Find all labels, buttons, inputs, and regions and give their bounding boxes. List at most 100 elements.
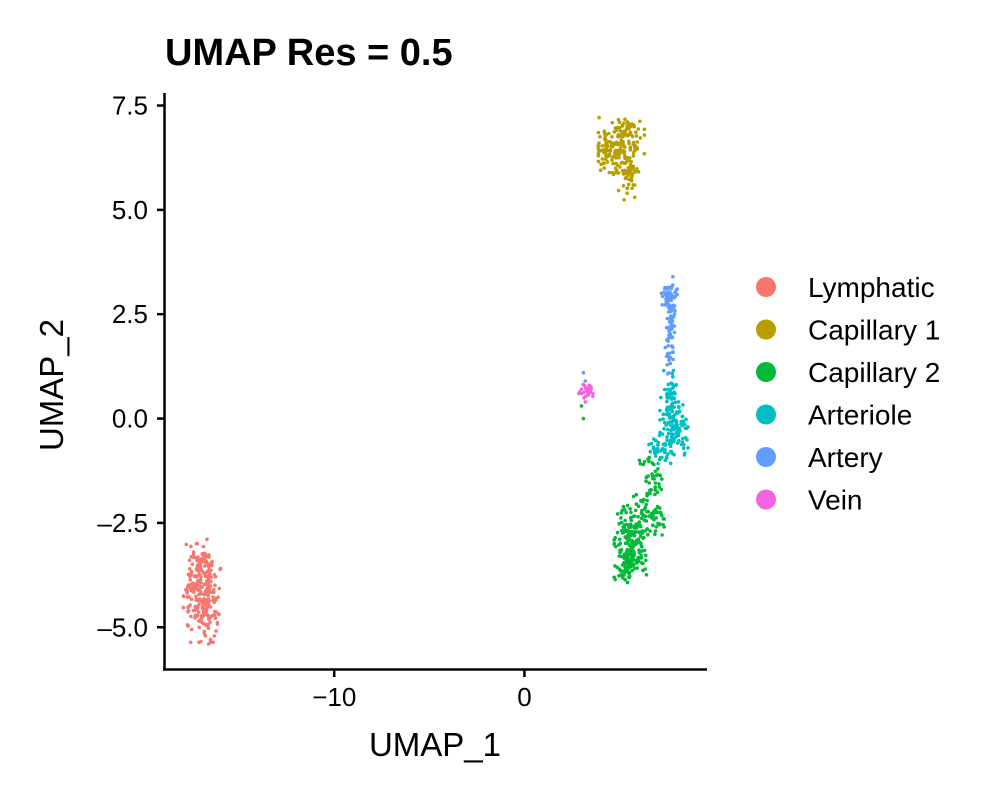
data-point <box>663 345 667 350</box>
data-point <box>634 492 639 497</box>
data-point <box>651 447 656 451</box>
data-point <box>639 516 644 521</box>
data-point <box>665 399 669 404</box>
data-point <box>646 474 650 478</box>
data-point <box>207 599 211 603</box>
data-point <box>671 375 675 379</box>
data-point <box>599 148 603 153</box>
data-point <box>669 286 673 291</box>
data-point <box>624 561 629 566</box>
data-point <box>634 538 639 543</box>
data-point <box>653 481 658 485</box>
data-point <box>636 514 640 519</box>
data-point <box>611 172 616 177</box>
data-point <box>599 162 603 166</box>
data-point <box>186 572 191 577</box>
y-axis-label: UMAP_2 <box>33 319 70 451</box>
data-point <box>681 419 686 424</box>
data-point <box>203 599 208 604</box>
data-point <box>658 418 662 422</box>
data-point <box>643 529 647 533</box>
data-point <box>650 461 654 465</box>
data-point <box>628 557 632 562</box>
data-point <box>658 510 663 515</box>
data-point <box>621 134 625 139</box>
data-point <box>625 191 629 195</box>
data-point <box>660 455 664 460</box>
data-point <box>631 494 636 499</box>
legend-label: Arteriole <box>808 400 912 431</box>
data-point <box>638 136 643 140</box>
data-point <box>659 513 664 518</box>
data-point <box>199 575 203 579</box>
data-point <box>625 159 629 163</box>
data-point <box>638 524 643 529</box>
data-point <box>581 416 586 421</box>
legend-label: Artery <box>808 442 883 473</box>
data-point <box>670 344 674 348</box>
data-point <box>670 371 675 376</box>
data-point <box>675 410 679 414</box>
data-point <box>214 629 218 633</box>
data-point <box>193 583 197 588</box>
data-point <box>667 329 671 333</box>
data-point <box>631 154 636 158</box>
data-point <box>670 409 675 414</box>
data-point <box>621 562 626 567</box>
data-point <box>634 522 639 526</box>
data-point <box>660 477 664 481</box>
data-point <box>625 155 629 160</box>
data-point <box>211 613 215 617</box>
data-point <box>604 157 608 161</box>
legend-key <box>756 362 776 382</box>
legend-label: Lymphatic <box>808 272 935 303</box>
data-point <box>667 302 671 307</box>
data-point <box>629 518 634 523</box>
data-point <box>190 562 195 566</box>
data-point <box>206 555 211 559</box>
data-point <box>197 602 201 607</box>
data-point <box>642 459 647 464</box>
data-point <box>654 507 658 512</box>
data-point <box>630 568 634 573</box>
data-point <box>636 170 641 174</box>
data-point <box>669 396 673 400</box>
data-point <box>662 517 667 521</box>
data-point <box>195 606 199 610</box>
data-point <box>604 153 608 157</box>
data-point <box>672 436 676 441</box>
data-point <box>213 583 217 588</box>
data-point <box>665 427 670 432</box>
data-point <box>625 186 629 191</box>
data-point <box>668 461 673 466</box>
data-point <box>202 597 206 601</box>
data-point <box>614 140 618 145</box>
data-point <box>639 556 644 560</box>
legend-key <box>756 404 776 425</box>
data-point <box>683 426 687 430</box>
data-point <box>579 387 584 392</box>
data-point <box>622 552 627 557</box>
data-point <box>610 135 614 139</box>
data-point <box>623 176 628 181</box>
data-point <box>667 388 672 393</box>
data-point <box>635 140 640 144</box>
data-point <box>668 361 673 366</box>
data-point <box>644 502 648 507</box>
data-point <box>197 560 202 564</box>
data-point <box>588 384 593 389</box>
data-point <box>620 160 625 165</box>
data-point <box>646 457 650 462</box>
data-point <box>672 330 677 335</box>
data-point <box>188 640 193 645</box>
y-tick-label: 2.5 <box>112 299 148 329</box>
data-point <box>205 561 209 565</box>
data-point <box>664 325 669 330</box>
data-point <box>619 516 623 520</box>
data-point <box>597 115 601 120</box>
data-point <box>623 535 627 539</box>
data-point <box>625 120 630 124</box>
data-point <box>635 167 639 171</box>
x-tick-label: −10 <box>312 682 356 712</box>
data-point <box>199 599 203 603</box>
